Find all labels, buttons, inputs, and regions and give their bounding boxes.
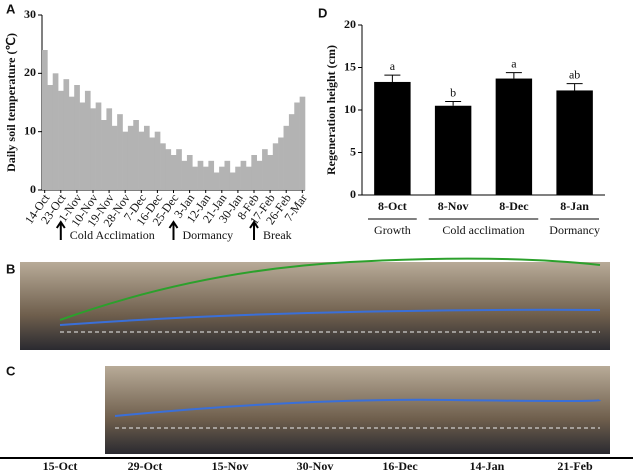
y-tick-label: 20 <box>24 65 36 79</box>
bar <box>138 131 145 190</box>
timeline-date: 21-Feb <box>557 459 593 473</box>
bar <box>42 50 48 190</box>
y-axis-label: Daily soil temperature (℃) <box>4 33 18 172</box>
bar <box>186 155 193 190</box>
timeline-date: 15-Nov <box>212 459 249 473</box>
group-label: Cold acclimation <box>442 223 524 237</box>
y-tick-label: 5 <box>350 144 356 158</box>
bar <box>272 143 279 190</box>
y-tick-label: 10 <box>344 102 356 116</box>
bar <box>203 166 209 190</box>
phase-arrow <box>249 220 259 240</box>
y-tick-label: 0 <box>350 187 356 201</box>
error-bar <box>505 72 522 79</box>
y-tick-label: 15 <box>344 59 356 73</box>
photo-strip-b <box>20 257 610 350</box>
significance-letter: a <box>390 59 396 73</box>
y-tick-label: 20 <box>344 17 356 31</box>
bar <box>165 149 172 190</box>
significance-letter: a <box>511 56 517 70</box>
bar <box>127 125 134 190</box>
bar <box>556 90 593 195</box>
bar <box>181 160 188 190</box>
timeline-date: 29-Oct <box>128 459 163 473</box>
bar <box>95 102 102 190</box>
panel-label: C <box>6 363 16 378</box>
bar <box>111 125 118 190</box>
bar <box>47 85 54 190</box>
timeline-date: 15-Oct <box>43 459 78 473</box>
bar <box>294 102 300 190</box>
bar <box>235 166 241 190</box>
x-tick-label: 8-Nov <box>438 199 469 213</box>
bar <box>149 137 156 190</box>
bar <box>288 114 295 190</box>
y-tick-label: 30 <box>24 7 36 21</box>
bar <box>374 81 411 195</box>
bar <box>106 108 113 190</box>
bar <box>58 90 64 190</box>
bar <box>122 131 129 190</box>
bar <box>133 120 139 190</box>
group-label: Growth <box>374 223 411 237</box>
error-bar <box>445 101 462 106</box>
timeline-date: 16-Dec <box>382 459 418 473</box>
error-bar <box>566 83 583 91</box>
phase-label: Dormancy <box>183 228 234 242</box>
bar <box>495 78 533 195</box>
bar <box>117 114 123 190</box>
bar <box>251 155 257 190</box>
bar <box>278 137 284 190</box>
bar <box>213 172 220 190</box>
error-bar <box>384 74 401 82</box>
timeline-date: 30-Nov <box>297 459 334 473</box>
phase-arrow <box>55 220 66 240</box>
x-tick-label: 8-Jan <box>560 199 589 213</box>
phase-arrow <box>168 220 179 240</box>
bar <box>240 160 247 190</box>
bar <box>176 149 182 190</box>
bar <box>434 105 472 195</box>
bar <box>68 96 75 190</box>
y-tick-label: 0 <box>30 182 36 196</box>
panel-label: A <box>6 1 16 16</box>
group-label: Dormancy <box>549 223 600 237</box>
bar <box>245 166 252 190</box>
bar <box>229 172 236 190</box>
bar <box>63 79 70 190</box>
panel-label: D <box>318 5 327 20</box>
photo-strip-c <box>105 366 610 454</box>
timeline-date: 14-Jan <box>470 459 505 473</box>
bar <box>256 160 263 190</box>
bar <box>52 73 59 190</box>
bar <box>84 90 91 190</box>
bar <box>170 155 177 190</box>
x-tick-label: 8-Dec <box>499 199 529 213</box>
y-axis-label: Regeneration height (cm) <box>324 45 338 175</box>
significance-letter: ab <box>569 67 580 81</box>
phase-label: Cold Acclimation <box>70 228 155 242</box>
bar <box>197 160 204 190</box>
y-tick-label: 10 <box>24 123 36 137</box>
bar <box>219 166 225 190</box>
bar <box>192 166 198 190</box>
bar <box>79 102 86 190</box>
bar <box>208 160 215 190</box>
bar <box>101 120 107 190</box>
bar <box>160 143 166 190</box>
bar <box>90 108 96 190</box>
bar <box>283 125 290 190</box>
significance-letter: b <box>450 85 456 99</box>
panel-label: B <box>6 261 15 276</box>
bar <box>224 160 231 190</box>
bar <box>74 85 80 190</box>
bar <box>299 96 306 190</box>
bar <box>143 125 150 190</box>
phase-label: Break <box>263 228 292 242</box>
bar <box>262 149 268 190</box>
bar <box>154 131 161 190</box>
bar <box>267 155 274 190</box>
x-tick-label: 8-Oct <box>378 199 407 213</box>
